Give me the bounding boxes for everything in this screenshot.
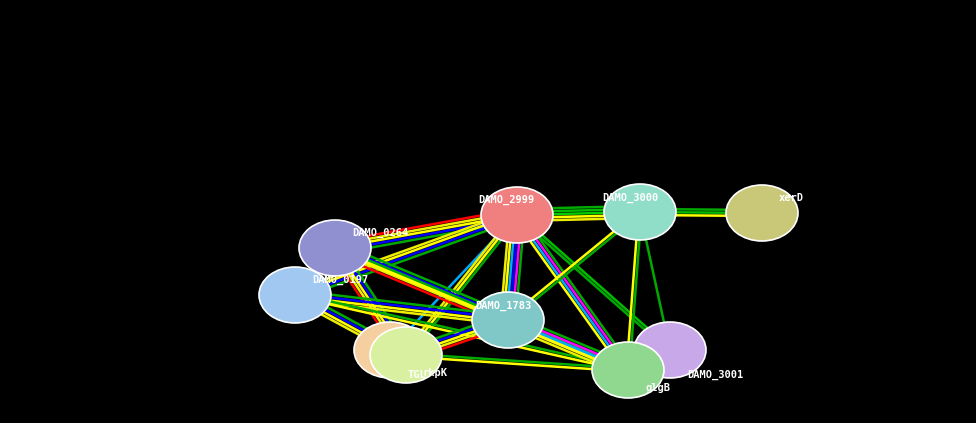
Text: glgB: glgB <box>645 383 670 393</box>
Text: DAMO_1783: DAMO_1783 <box>475 301 531 311</box>
Ellipse shape <box>604 184 676 240</box>
Ellipse shape <box>592 342 664 398</box>
Text: DAMO_2999: DAMO_2999 <box>478 195 534 205</box>
Ellipse shape <box>726 185 798 241</box>
Text: DAMO_0197: DAMO_0197 <box>312 275 368 285</box>
Ellipse shape <box>299 220 371 276</box>
Ellipse shape <box>481 187 553 243</box>
Text: TGL: TGL <box>408 370 427 380</box>
Ellipse shape <box>354 322 426 378</box>
Text: DAMO_3001: DAMO_3001 <box>687 370 744 380</box>
Text: rkpK: rkpK <box>423 368 448 378</box>
Text: DAMO_0264: DAMO_0264 <box>352 228 408 238</box>
Ellipse shape <box>472 292 544 348</box>
Ellipse shape <box>634 322 706 378</box>
Ellipse shape <box>259 267 331 323</box>
Text: DAMO_3000: DAMO_3000 <box>602 193 658 203</box>
Text: xerD: xerD <box>779 193 804 203</box>
Ellipse shape <box>370 327 442 383</box>
